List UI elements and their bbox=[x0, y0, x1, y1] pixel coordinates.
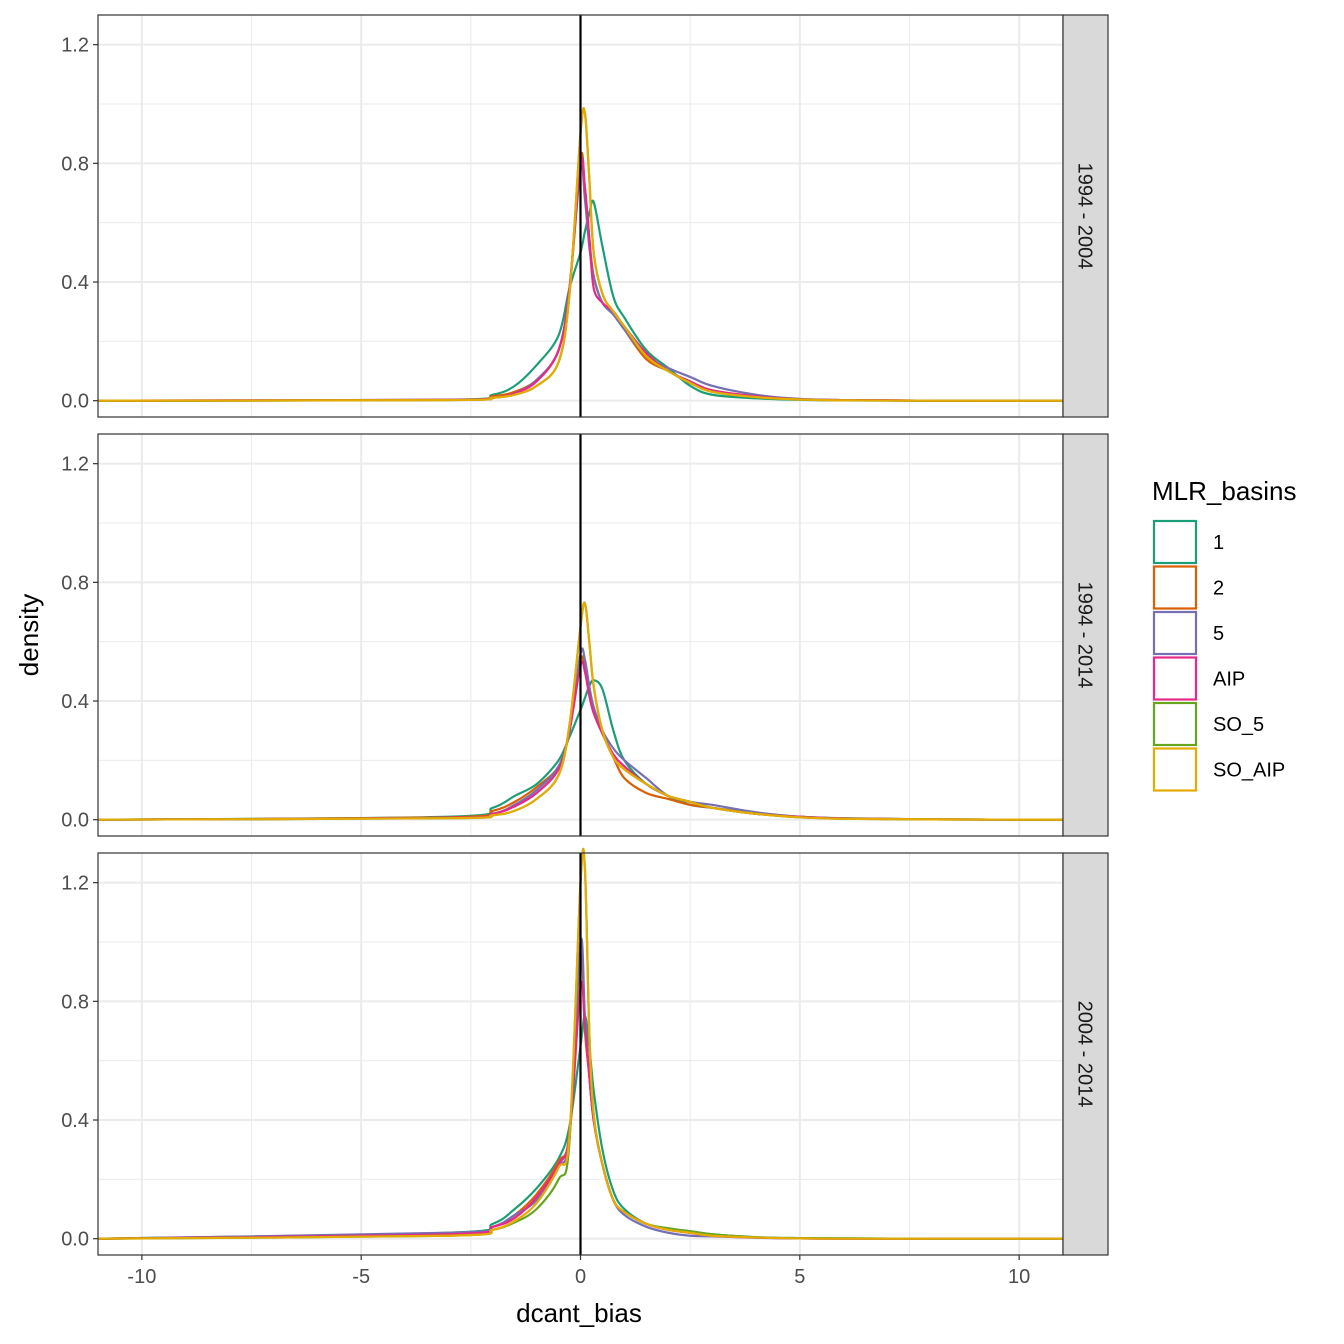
facet-panel: 0.0 0.4 0.8 1.2 1994 - 2004 bbox=[61, 14, 1109, 418]
legend-label: 5 bbox=[1213, 623, 1224, 645]
legend-label: 1 bbox=[1213, 532, 1224, 554]
density-line-so-aip bbox=[97, 601, 1064, 821]
x-tick-label: -10 bbox=[127, 1266, 156, 1288]
legend: MLR_basins 1 2 5 AIP SO_5 SO_AIP bbox=[1152, 476, 1297, 792]
density-line-so-aip bbox=[97, 848, 1063, 1240]
y-axis-title: density bbox=[14, 594, 44, 676]
y-tick-label: 0.4 bbox=[61, 691, 89, 713]
legend-key bbox=[1152, 701, 1198, 747]
x-tick-label: -5 bbox=[352, 1266, 370, 1288]
y-tick-label: 0.0 bbox=[61, 391, 89, 413]
y-tick-label: 1.2 bbox=[61, 35, 89, 57]
y-tick-label: 0.4 bbox=[61, 1110, 89, 1132]
legend-title: MLR_basins bbox=[1152, 476, 1297, 506]
facet-panels: 0.0 0.4 0.8 1.2 1994 - 2004 0.0 0.4 0.8 1.2 1994 … bbox=[61, 14, 1109, 1256]
legend-key bbox=[1152, 747, 1198, 792]
legend-item-so-aip: SO_AIP bbox=[1152, 747, 1285, 792]
facet-panel: 0.0 0.4 0.8 1.2 2004 - 2014 bbox=[61, 847, 1109, 1256]
density-line-so-aip bbox=[97, 107, 1064, 402]
facet-strip bbox=[1062, 852, 1109, 1256]
y-tick-label: 0.8 bbox=[61, 991, 89, 1013]
facet-strip-label: 2004 - 2014 bbox=[1074, 1001, 1096, 1108]
facet-panel: 0.0 0.4 0.8 1.2 1994 - 2014 bbox=[61, 433, 1109, 837]
legend-item-5: 5 bbox=[1152, 610, 1224, 656]
y-tick-label: 0.8 bbox=[61, 572, 89, 594]
facet-strip bbox=[1062, 14, 1109, 418]
legend-item-aip: AIP bbox=[1152, 656, 1245, 701]
y-tick-label: 0.0 bbox=[61, 810, 89, 832]
y-tick-label: 1.2 bbox=[61, 454, 89, 476]
legend-label: AIP bbox=[1213, 669, 1245, 691]
legend-label: 2 bbox=[1213, 578, 1224, 600]
x-tick-label: 5 bbox=[794, 1266, 805, 1288]
x-tick-label: 0 bbox=[575, 1266, 586, 1288]
legend-label: SO_AIP bbox=[1213, 760, 1285, 782]
legend-key bbox=[1152, 656, 1198, 701]
x-axis: -10 -5 0 5 10 bbox=[127, 1255, 1030, 1288]
facet-strip-label: 1994 - 2014 bbox=[1074, 582, 1096, 689]
legend-key bbox=[1152, 565, 1198, 610]
x-axis-title: dcant_bias bbox=[516, 1298, 642, 1328]
y-tick-label: 0.8 bbox=[61, 153, 89, 175]
legend-label: SO_5 bbox=[1213, 714, 1264, 736]
facet-strip-label: 1994 - 2004 bbox=[1074, 163, 1096, 270]
y-tick-label: 1.2 bbox=[61, 873, 89, 895]
legend-key bbox=[1152, 610, 1198, 656]
legend-item-1: 1 bbox=[1152, 519, 1224, 565]
facet-strip bbox=[1062, 433, 1109, 837]
y-tick-label: 0.0 bbox=[61, 1229, 89, 1251]
x-tick-label: 10 bbox=[1008, 1266, 1030, 1288]
y-tick-label: 0.4 bbox=[61, 272, 89, 294]
legend-item-so-5: SO_5 bbox=[1152, 701, 1264, 747]
legend-item-2: 2 bbox=[1152, 565, 1224, 610]
legend-key bbox=[1152, 519, 1198, 565]
